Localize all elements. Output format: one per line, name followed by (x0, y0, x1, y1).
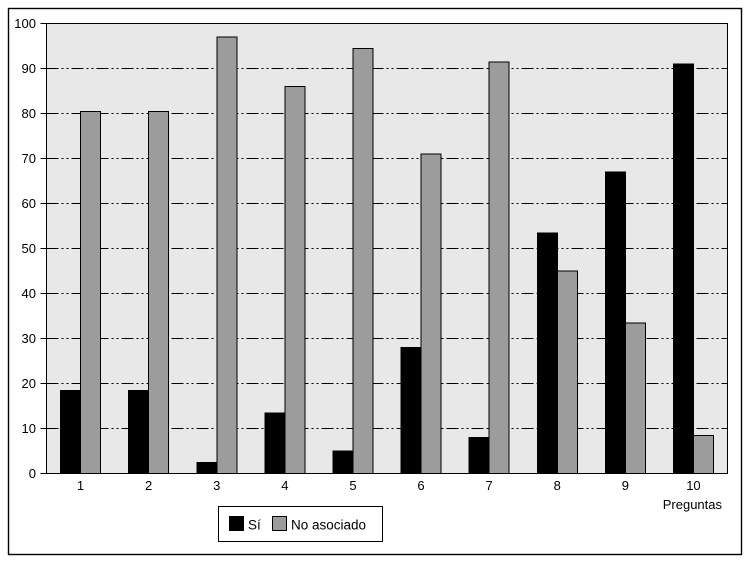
bar (400, 347, 422, 474)
bar (488, 61, 510, 474)
y-tick-label: 20 (22, 376, 36, 391)
bar (468, 437, 490, 474)
x-tick-label: 4 (281, 478, 288, 493)
x-tick-label: 9 (622, 478, 629, 493)
bar (80, 110, 102, 474)
y-tick-label: 100 (14, 16, 36, 31)
y-tick-label: 80 (22, 106, 36, 121)
y-tick-label: 60 (22, 196, 36, 211)
y-tick-label: 10 (22, 421, 36, 436)
legend-label-si: Sí (248, 518, 261, 533)
y-tick-label: 50 (22, 241, 36, 256)
bar (196, 461, 218, 474)
bar (60, 389, 82, 474)
bar (284, 86, 306, 474)
bar (148, 110, 170, 474)
legend-box (218, 506, 383, 542)
y-axis: 0 10 20 30 40 50 60 70 80 90 100 (14, 16, 47, 481)
bar (692, 434, 714, 474)
bar (332, 450, 354, 474)
bar (536, 232, 558, 474)
bars (60, 36, 714, 474)
x-tick-label: 1 (77, 478, 84, 493)
x-tick-label: 3 (213, 478, 220, 493)
bar (128, 389, 150, 474)
legend-swatch-si (229, 516, 244, 531)
bar (672, 63, 694, 474)
x-axis-title: Preguntas (663, 497, 723, 512)
bar (556, 270, 578, 474)
x-tick-label: 7 (486, 478, 493, 493)
legend-label-no-asociado: No asociado (291, 518, 366, 533)
x-tick-label: 6 (417, 478, 424, 493)
gridlines (46, 68, 728, 429)
x-tick-label: 2 (145, 478, 152, 493)
bar (216, 36, 238, 474)
y-tick-label: 70 (22, 151, 36, 166)
x-tick-label: 8 (554, 478, 561, 493)
x-axis: 1 2 3 4 5 6 7 8 9 10 (77, 478, 701, 493)
legend-swatch-no-asociado (272, 516, 287, 531)
legend: Sí No asociado (218, 506, 383, 542)
bar (604, 171, 626, 474)
bar (420, 153, 442, 474)
bar (624, 322, 646, 474)
x-tick-label: 5 (349, 478, 356, 493)
y-tick-label: 30 (22, 331, 36, 346)
x-tick-label: 10 (686, 478, 700, 493)
y-tick-label: 90 (22, 61, 36, 76)
bar (352, 47, 374, 474)
y-tick-label: 40 (22, 286, 36, 301)
y-tick-label: 0 (29, 466, 36, 481)
bar (264, 412, 286, 474)
